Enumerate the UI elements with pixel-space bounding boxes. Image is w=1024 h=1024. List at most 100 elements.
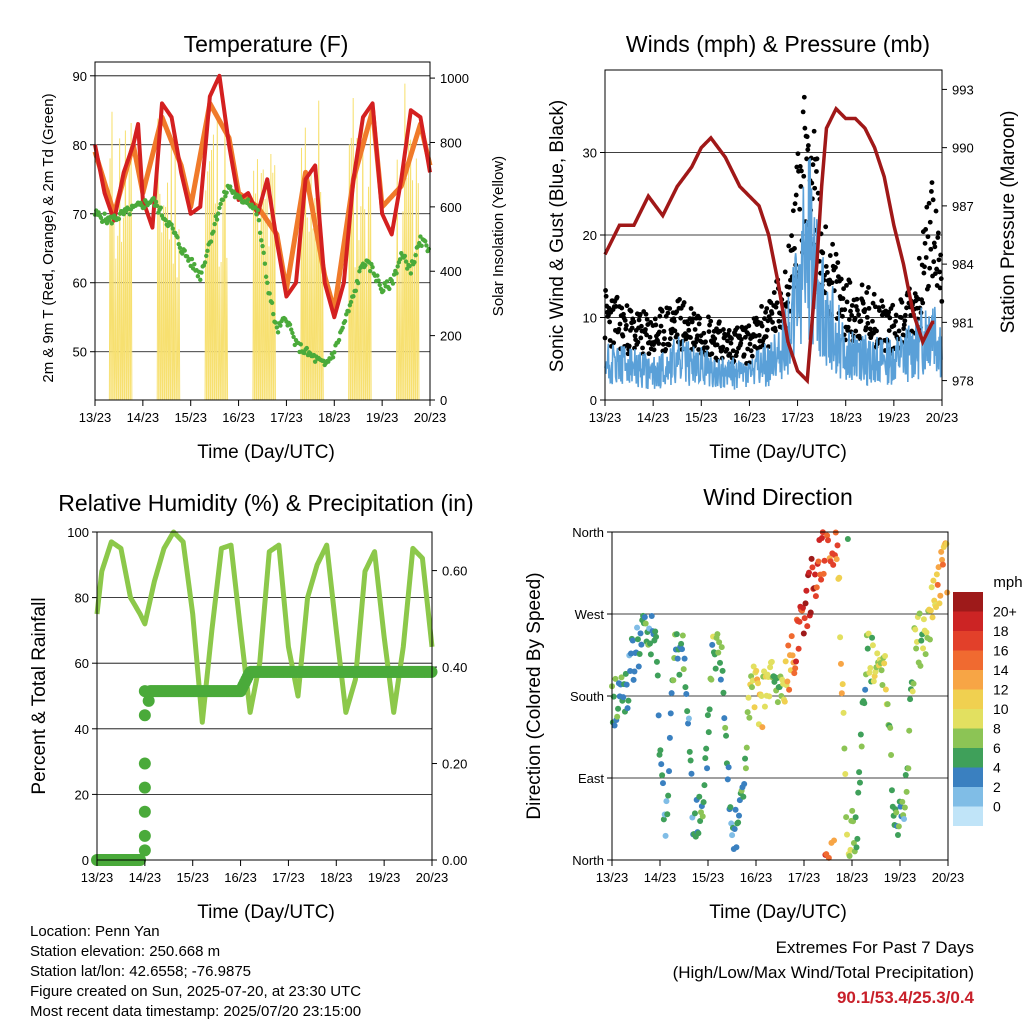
solar-insolation-line <box>401 211 405 401</box>
direction-point <box>788 633 795 640</box>
timestamp-text: Most recent data timestamp: 2025/07/20 2… <box>30 1003 362 1020</box>
direction-point <box>691 810 698 817</box>
direction-point <box>881 660 888 667</box>
gust-point <box>734 325 740 331</box>
direction-point <box>901 815 908 822</box>
solar-insolation-line <box>126 215 129 401</box>
direction-point <box>624 705 631 712</box>
humidity-y2tick-label: 0.40 <box>442 660 467 675</box>
gust-point <box>937 269 942 275</box>
gust-point <box>637 311 643 317</box>
direction-point <box>929 614 936 621</box>
solar-insolation-line <box>112 223 116 401</box>
gust-point <box>660 341 666 347</box>
direction-point <box>630 676 637 683</box>
gust-point <box>763 309 769 315</box>
direction-point <box>850 840 857 847</box>
humidity-xtick-label: 19/23 <box>368 870 401 885</box>
dewpoint-point <box>304 345 309 351</box>
direction-point <box>803 587 810 594</box>
dewpoint-point <box>403 259 409 264</box>
direction-point <box>930 577 937 584</box>
direction-point <box>725 764 732 771</box>
direction-point <box>742 755 749 762</box>
temperature-xtick-label: 14/23 <box>127 410 160 425</box>
direction-point <box>714 631 721 638</box>
direction-point <box>705 729 712 736</box>
direction-point <box>923 629 930 636</box>
solar-insolation-line <box>252 170 255 401</box>
direction-point <box>856 769 863 776</box>
dewpoint-point <box>326 359 331 364</box>
direction-point <box>795 645 802 652</box>
dewpoint-point <box>275 330 281 335</box>
direction-point <box>920 645 927 652</box>
gust-point <box>681 300 687 305</box>
gust-point <box>677 296 682 302</box>
temperature-2m-line <box>93 73 432 320</box>
dewpoint-point <box>353 288 359 294</box>
direction-point <box>922 651 929 658</box>
direction-point <box>637 630 644 637</box>
direction-point <box>936 600 943 607</box>
gust-point <box>665 310 671 316</box>
winds-ytick-label: 20 <box>583 228 597 243</box>
direction-point <box>866 669 873 676</box>
solar-insolation-line <box>108 158 112 401</box>
direction-point <box>717 676 724 683</box>
gust-point <box>930 197 936 203</box>
direction-point <box>614 713 621 720</box>
gust-point <box>695 333 700 339</box>
direction-point <box>853 844 860 851</box>
gust-point <box>667 336 673 342</box>
gust-point <box>924 204 930 210</box>
gust-point <box>607 319 613 325</box>
direction-point <box>668 690 675 697</box>
direction-point <box>899 798 906 805</box>
solar-insolation-line <box>313 198 317 401</box>
direction-point <box>830 561 837 568</box>
dewpoint-point <box>289 327 294 332</box>
gust-point <box>638 323 644 329</box>
direction-point <box>634 624 641 631</box>
winds-xtick-label: 18/23 <box>829 410 862 425</box>
direction-point <box>634 636 641 643</box>
gust-point <box>759 303 764 309</box>
gust-point <box>901 322 907 328</box>
gust-point <box>814 169 819 174</box>
solar-insolation-line <box>168 239 171 401</box>
direction-point <box>895 823 902 830</box>
gust-point <box>793 192 799 198</box>
solar-insolation-line <box>160 232 163 401</box>
temperature-y2tick-label: 800 <box>440 135 462 150</box>
temperature-title: Temperature (F) <box>184 31 349 57</box>
gust-point <box>929 180 935 186</box>
dewpoint-point <box>271 311 276 317</box>
dewpoint-point <box>158 205 164 210</box>
solar-insolation-line <box>216 115 219 401</box>
extremes-values: 90.1/53.4/25.3/0.4 <box>836 988 974 1007</box>
gust-point <box>855 307 860 313</box>
direction-point <box>909 688 916 695</box>
direction-point <box>701 782 708 789</box>
direction-point <box>648 613 655 620</box>
dewpoint-point <box>261 250 266 256</box>
temperature-ytick-label: 60 <box>73 276 87 291</box>
temperature-y2tick-label: 1000 <box>440 71 469 86</box>
solar-insolation-line <box>116 235 119 401</box>
gust-point <box>647 334 653 340</box>
gust-point <box>886 309 892 315</box>
direction-point <box>812 593 819 600</box>
gust-point <box>820 250 826 256</box>
direction-point <box>916 610 923 617</box>
gust-point <box>706 329 712 334</box>
humidity-ylabel: Percent & Total Rainfall <box>29 597 50 794</box>
direction-title: Wind Direction <box>703 484 853 510</box>
dewpoint-point <box>298 342 303 347</box>
dewpoint-point <box>348 299 354 305</box>
direction-ytick-label: North <box>572 525 604 540</box>
winds-ytick-label: 10 <box>583 311 597 326</box>
latlon-text: Station lat/lon: 42.6558; -76.9875 <box>30 963 252 980</box>
gust-point <box>632 345 637 351</box>
